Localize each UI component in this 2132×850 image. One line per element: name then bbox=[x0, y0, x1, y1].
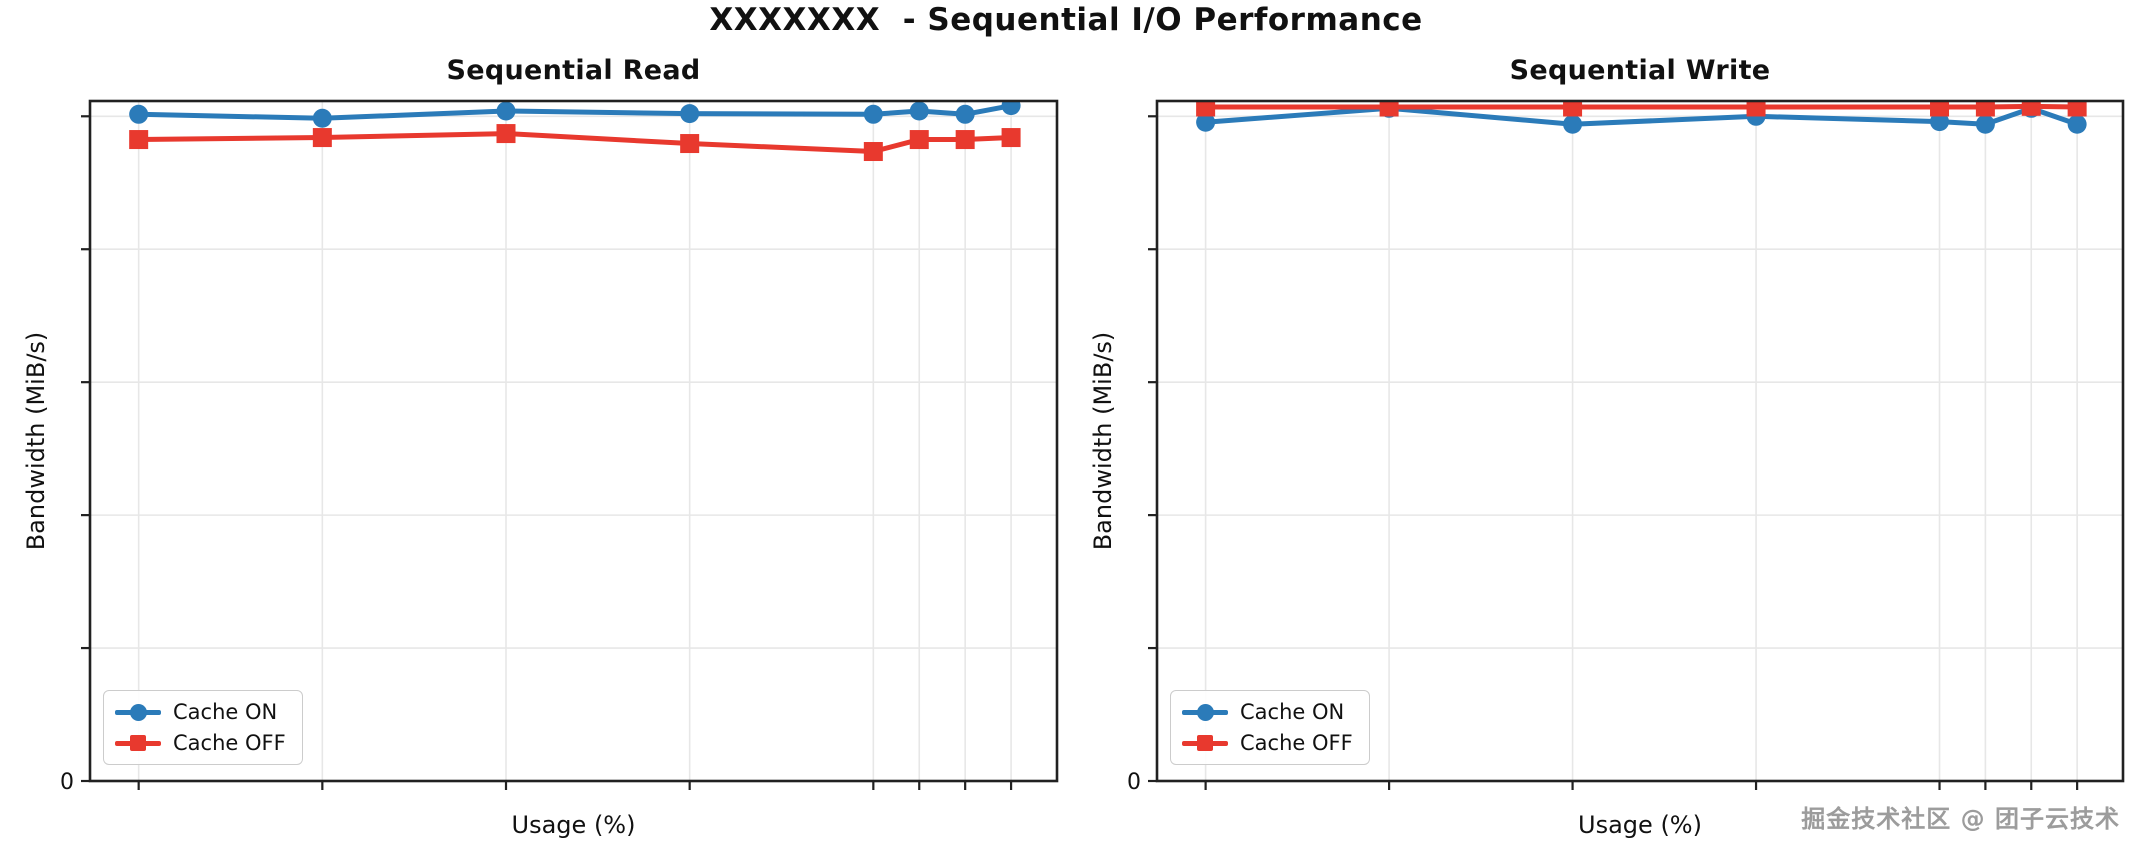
data-point-square-cache-off bbox=[909, 130, 929, 150]
data-point-circle-cache-on bbox=[312, 108, 332, 128]
axes-spines bbox=[88, 99, 1059, 783]
data-point-square-cache-off bbox=[312, 128, 332, 148]
data-point-square-cache-off bbox=[496, 124, 516, 144]
legend: Cache ON Cache OFF bbox=[1170, 690, 1370, 765]
y-tick-label: 0 bbox=[1127, 770, 1141, 795]
legend-item-cache-on: Cache ON bbox=[1182, 700, 1353, 724]
subplot-sequential-read: Sequential Read Bandwidth (MiB/s) 0 Usag… bbox=[22, 55, 1059, 839]
legend-sample-line bbox=[115, 702, 161, 722]
data-series-group bbox=[129, 101, 1021, 162]
data-point-square-cache-off bbox=[1930, 101, 1950, 117]
data-point-circle-cache-on bbox=[1001, 101, 1021, 116]
data-point-circle-cache-on bbox=[1196, 112, 1216, 132]
legend-item-cache-off: Cache OFF bbox=[1182, 731, 1353, 755]
data-point-circle-cache-on bbox=[680, 104, 700, 124]
subplot-title: Sequential Write bbox=[1509, 55, 1771, 86]
plot-area: 0 bbox=[1127, 99, 2125, 795]
data-point-circle-cache-on bbox=[955, 104, 975, 124]
legend-sample-line bbox=[115, 733, 161, 753]
watermark: 掘金技术社区 @ 团子云技术 bbox=[1801, 805, 2120, 833]
y-tick-label: 0 bbox=[60, 770, 74, 795]
data-point-square-cache-off bbox=[2067, 101, 2087, 117]
data-point-square-cache-off bbox=[863, 142, 883, 162]
square-marker-icon bbox=[130, 735, 146, 751]
data-point-square-cache-off bbox=[129, 130, 149, 150]
plot-area: 0 bbox=[60, 99, 1059, 795]
legend-item-cache-off: Cache OFF bbox=[115, 731, 286, 755]
axes-spines bbox=[1155, 99, 2125, 783]
square-marker-icon bbox=[1197, 735, 1213, 751]
legend-item-cache-on: Cache ON bbox=[115, 700, 286, 724]
data-point-circle-cache-on bbox=[1563, 114, 1583, 134]
data-point-square-cache-off bbox=[1196, 101, 1216, 117]
data-point-circle-cache-on bbox=[129, 104, 149, 124]
legend-label: Cache ON bbox=[173, 700, 278, 724]
subplot-sequential-write: Sequential Write Bandwidth (MiB/s) 0 Usa… bbox=[1089, 55, 2125, 839]
circle-marker-icon bbox=[129, 703, 147, 721]
data-point-square-cache-off bbox=[955, 130, 975, 150]
data-point-square-cache-off bbox=[680, 134, 700, 154]
x-axis-label: Usage (%) bbox=[511, 811, 636, 839]
legend-sample-line bbox=[1182, 733, 1228, 753]
circle-marker-icon bbox=[1196, 703, 1214, 721]
legend-label: Cache OFF bbox=[173, 731, 286, 755]
legend-label: Cache OFF bbox=[1240, 731, 1353, 755]
data-point-circle-cache-on bbox=[496, 101, 516, 121]
subplot-title: Sequential Read bbox=[446, 55, 701, 86]
legend-label: Cache ON bbox=[1240, 700, 1345, 724]
data-point-square-cache-off bbox=[1001, 128, 1021, 148]
legend-sample-line bbox=[1182, 702, 1228, 722]
data-point-square-cache-off bbox=[1746, 101, 1766, 117]
data-point-square-cache-off bbox=[1563, 101, 1583, 117]
legend: Cache ON Cache OFF bbox=[103, 690, 303, 765]
data-point-square-cache-off bbox=[1975, 101, 1995, 117]
data-point-circle-cache-on bbox=[863, 104, 883, 124]
data-point-square-cache-off bbox=[1379, 101, 1399, 117]
data-series-group bbox=[1196, 101, 2087, 134]
data-point-circle-cache-on bbox=[1930, 112, 1950, 132]
figure-title: XXXXXXX - Sequential I/O Performance bbox=[709, 2, 1423, 38]
x-axis-label: Usage (%) bbox=[1578, 811, 1702, 839]
data-point-circle-cache-on bbox=[909, 101, 929, 121]
data-point-circle-cache-on bbox=[2067, 114, 2087, 134]
data-point-square-cache-off bbox=[2021, 101, 2041, 116]
data-point-circle-cache-on bbox=[1975, 114, 1995, 134]
